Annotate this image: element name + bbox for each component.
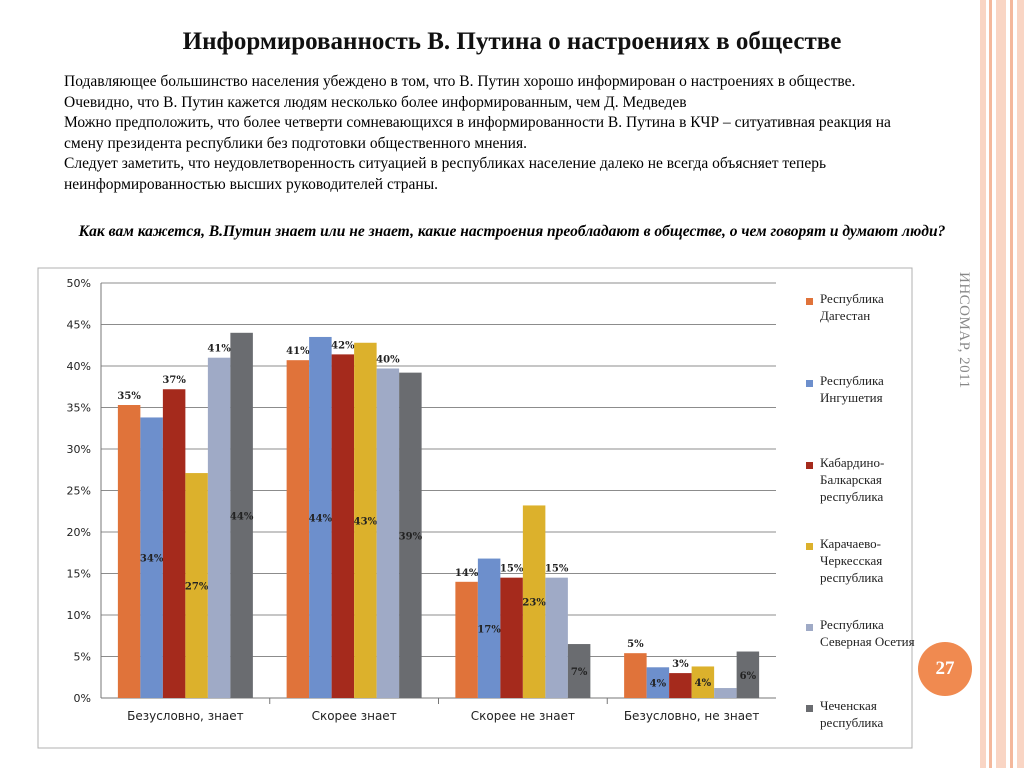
- bar: [545, 577, 568, 698]
- data-label: 4%: [650, 679, 667, 690]
- intro-text: Подавляющее большинство населения убежде…: [64, 72, 904, 195]
- legend-label: Республика Северная Осетия: [820, 617, 915, 649]
- legend-label: Карачаево-Черкесская республика: [820, 536, 884, 585]
- data-label: 35%: [117, 391, 141, 402]
- legend-swatch: [806, 624, 813, 631]
- bar: [331, 354, 355, 698]
- data-label: 4%: [695, 678, 712, 689]
- bar: [286, 360, 310, 698]
- y-tick-label: 25%: [67, 485, 91, 498]
- data-label: 39%: [399, 531, 423, 542]
- y-tick-label: 0%: [74, 692, 91, 705]
- data-label: 15%: [500, 564, 524, 575]
- intro-paragraph: Следует заметить, что неудовлетворенност…: [64, 155, 827, 193]
- data-label: 34%: [140, 554, 164, 565]
- x-category-label: Безусловно, не знает: [624, 709, 760, 723]
- data-label: 44%: [230, 511, 254, 522]
- bar: [207, 357, 231, 698]
- x-category-label: Скорее не знает: [471, 709, 575, 723]
- data-label: 6%: [740, 671, 757, 682]
- y-tick-label: 5%: [74, 651, 91, 664]
- y-tick-label: 10%: [67, 609, 91, 622]
- bar: [354, 342, 377, 698]
- data-label: 3%: [672, 659, 689, 670]
- bar: [691, 666, 715, 698]
- decorative-stripes: [980, 0, 1024, 768]
- legend-swatch: [806, 380, 813, 387]
- data-label: 14%: [455, 568, 479, 579]
- legend-label: Республика Ингушетия: [820, 373, 884, 405]
- page-title: Информированность В. Путина о настроения…: [182, 28, 842, 55]
- data-label: 7%: [571, 667, 588, 678]
- bar: [522, 505, 546, 698]
- bar: [714, 688, 737, 698]
- bar: [669, 673, 692, 698]
- legend-swatch: [806, 462, 813, 469]
- bar: [309, 336, 332, 698]
- bar: [376, 368, 400, 698]
- page-number-badge: 27: [918, 642, 972, 696]
- x-category-label: Скорее знает: [312, 709, 397, 723]
- source-label: ИНСОМАР, 2011: [956, 272, 972, 389]
- data-label: 23%: [522, 598, 546, 609]
- legend-swatch: [806, 705, 813, 712]
- bar: [736, 651, 760, 698]
- y-tick-label: 35%: [67, 402, 91, 415]
- bar: [500, 577, 523, 698]
- bar: [117, 405, 141, 698]
- y-tick-label: 50%: [67, 277, 91, 290]
- legend-label: Кабардино-Балкарская республика: [820, 455, 884, 504]
- bar: [646, 667, 670, 698]
- survey-question: Как вам кажется, В.Путин знает или не зн…: [78, 223, 946, 240]
- y-tick-label: 20%: [67, 526, 91, 539]
- bar: [140, 417, 163, 698]
- intro-paragraph: Подавляющее большинство населения убежде…: [64, 73, 856, 90]
- bar: [230, 332, 253, 698]
- data-label: 41%: [286, 346, 310, 357]
- y-tick-label: 45%: [67, 319, 91, 332]
- bar: [624, 653, 647, 698]
- legend-label: Республика Дагестан: [820, 291, 884, 323]
- legend-swatch: [806, 298, 813, 305]
- legend-swatch: [806, 543, 813, 550]
- data-label: 40%: [376, 354, 400, 365]
- data-label: 37%: [162, 375, 186, 386]
- data-label: 27%: [185, 582, 209, 593]
- data-label: 42%: [331, 340, 355, 351]
- data-label: 15%: [545, 564, 569, 575]
- x-category-label: Безусловно, знает: [127, 709, 244, 723]
- y-tick-label: 40%: [67, 360, 91, 373]
- bar: [185, 473, 208, 698]
- y-tick-label: 30%: [67, 443, 91, 456]
- bar: [477, 558, 501, 698]
- data-label: 5%: [627, 639, 644, 650]
- intro-paragraph: Можно предположить, что более четверти с…: [64, 114, 891, 152]
- bar: [162, 389, 186, 698]
- data-label: 41%: [207, 344, 231, 355]
- data-label: 43%: [354, 516, 378, 527]
- y-tick-label: 15%: [67, 568, 91, 581]
- data-label: 44%: [309, 513, 333, 524]
- legend-label: Чеченская республика: [820, 698, 884, 730]
- bar: [567, 644, 591, 698]
- bar: [399, 372, 422, 698]
- bar: [455, 581, 478, 698]
- intro-paragraph: Очевидно, что В. Путин кажется людям нес…: [64, 93, 687, 111]
- data-label: 17%: [477, 624, 501, 635]
